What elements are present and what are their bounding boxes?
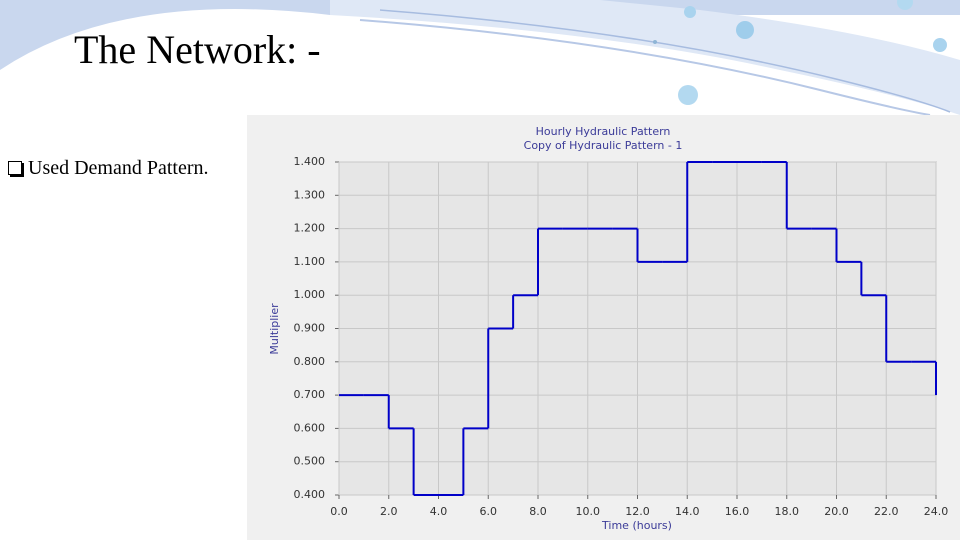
y-tick-label: 0.700	[294, 388, 326, 401]
y-tick-label: 1.400	[294, 155, 326, 168]
y-tick-label: 1.300	[294, 188, 326, 201]
x-tick-label: 4.0	[430, 505, 448, 518]
y-tick-label: 0.500	[294, 455, 326, 468]
x-tick-label: 22.0	[874, 505, 899, 518]
x-tick-label: 12.0	[625, 505, 650, 518]
y-tick-label: 0.600	[294, 421, 326, 434]
bullet-item: Used Demand Pattern.	[8, 157, 209, 180]
y-axis-label: Multiplier	[268, 303, 281, 355]
x-axis-label: Time (hours)	[601, 519, 672, 532]
decoration	[0, 0, 960, 115]
x-tick-label: 6.0	[480, 505, 498, 518]
x-tick-label: 18.0	[775, 505, 800, 518]
y-tick-label: 1.200	[294, 222, 326, 235]
y-tick-label: 0.900	[294, 322, 326, 335]
chart: Hourly Hydraulic Pattern Copy of Hydraul…	[247, 115, 960, 540]
y-tick-label: 0.800	[294, 355, 326, 368]
x-tick-label: 8.0	[529, 505, 547, 518]
slide-title: The Network: -	[74, 27, 321, 72]
y-tick-label: 1.100	[294, 255, 326, 268]
x-tick-label: 2.0	[380, 505, 398, 518]
x-tick-label: 20.0	[824, 505, 849, 518]
x-tick-label: 16.0	[725, 505, 750, 518]
bullet-text: Used Demand Pattern.	[28, 157, 209, 179]
chart-subtitle: Copy of Hydraulic Pattern - 1	[524, 139, 683, 152]
y-tick-label: 1.000	[294, 288, 326, 301]
x-tick-label: 14.0	[675, 505, 700, 518]
chart-title: Hourly Hydraulic Pattern	[536, 125, 671, 138]
bullet-icon	[8, 161, 22, 175]
y-tick-label: 0.400	[294, 488, 326, 501]
x-tick-label: 0.0	[330, 505, 348, 518]
x-tick-label: 10.0	[576, 505, 601, 518]
x-tick-label: 24.0	[924, 505, 949, 518]
